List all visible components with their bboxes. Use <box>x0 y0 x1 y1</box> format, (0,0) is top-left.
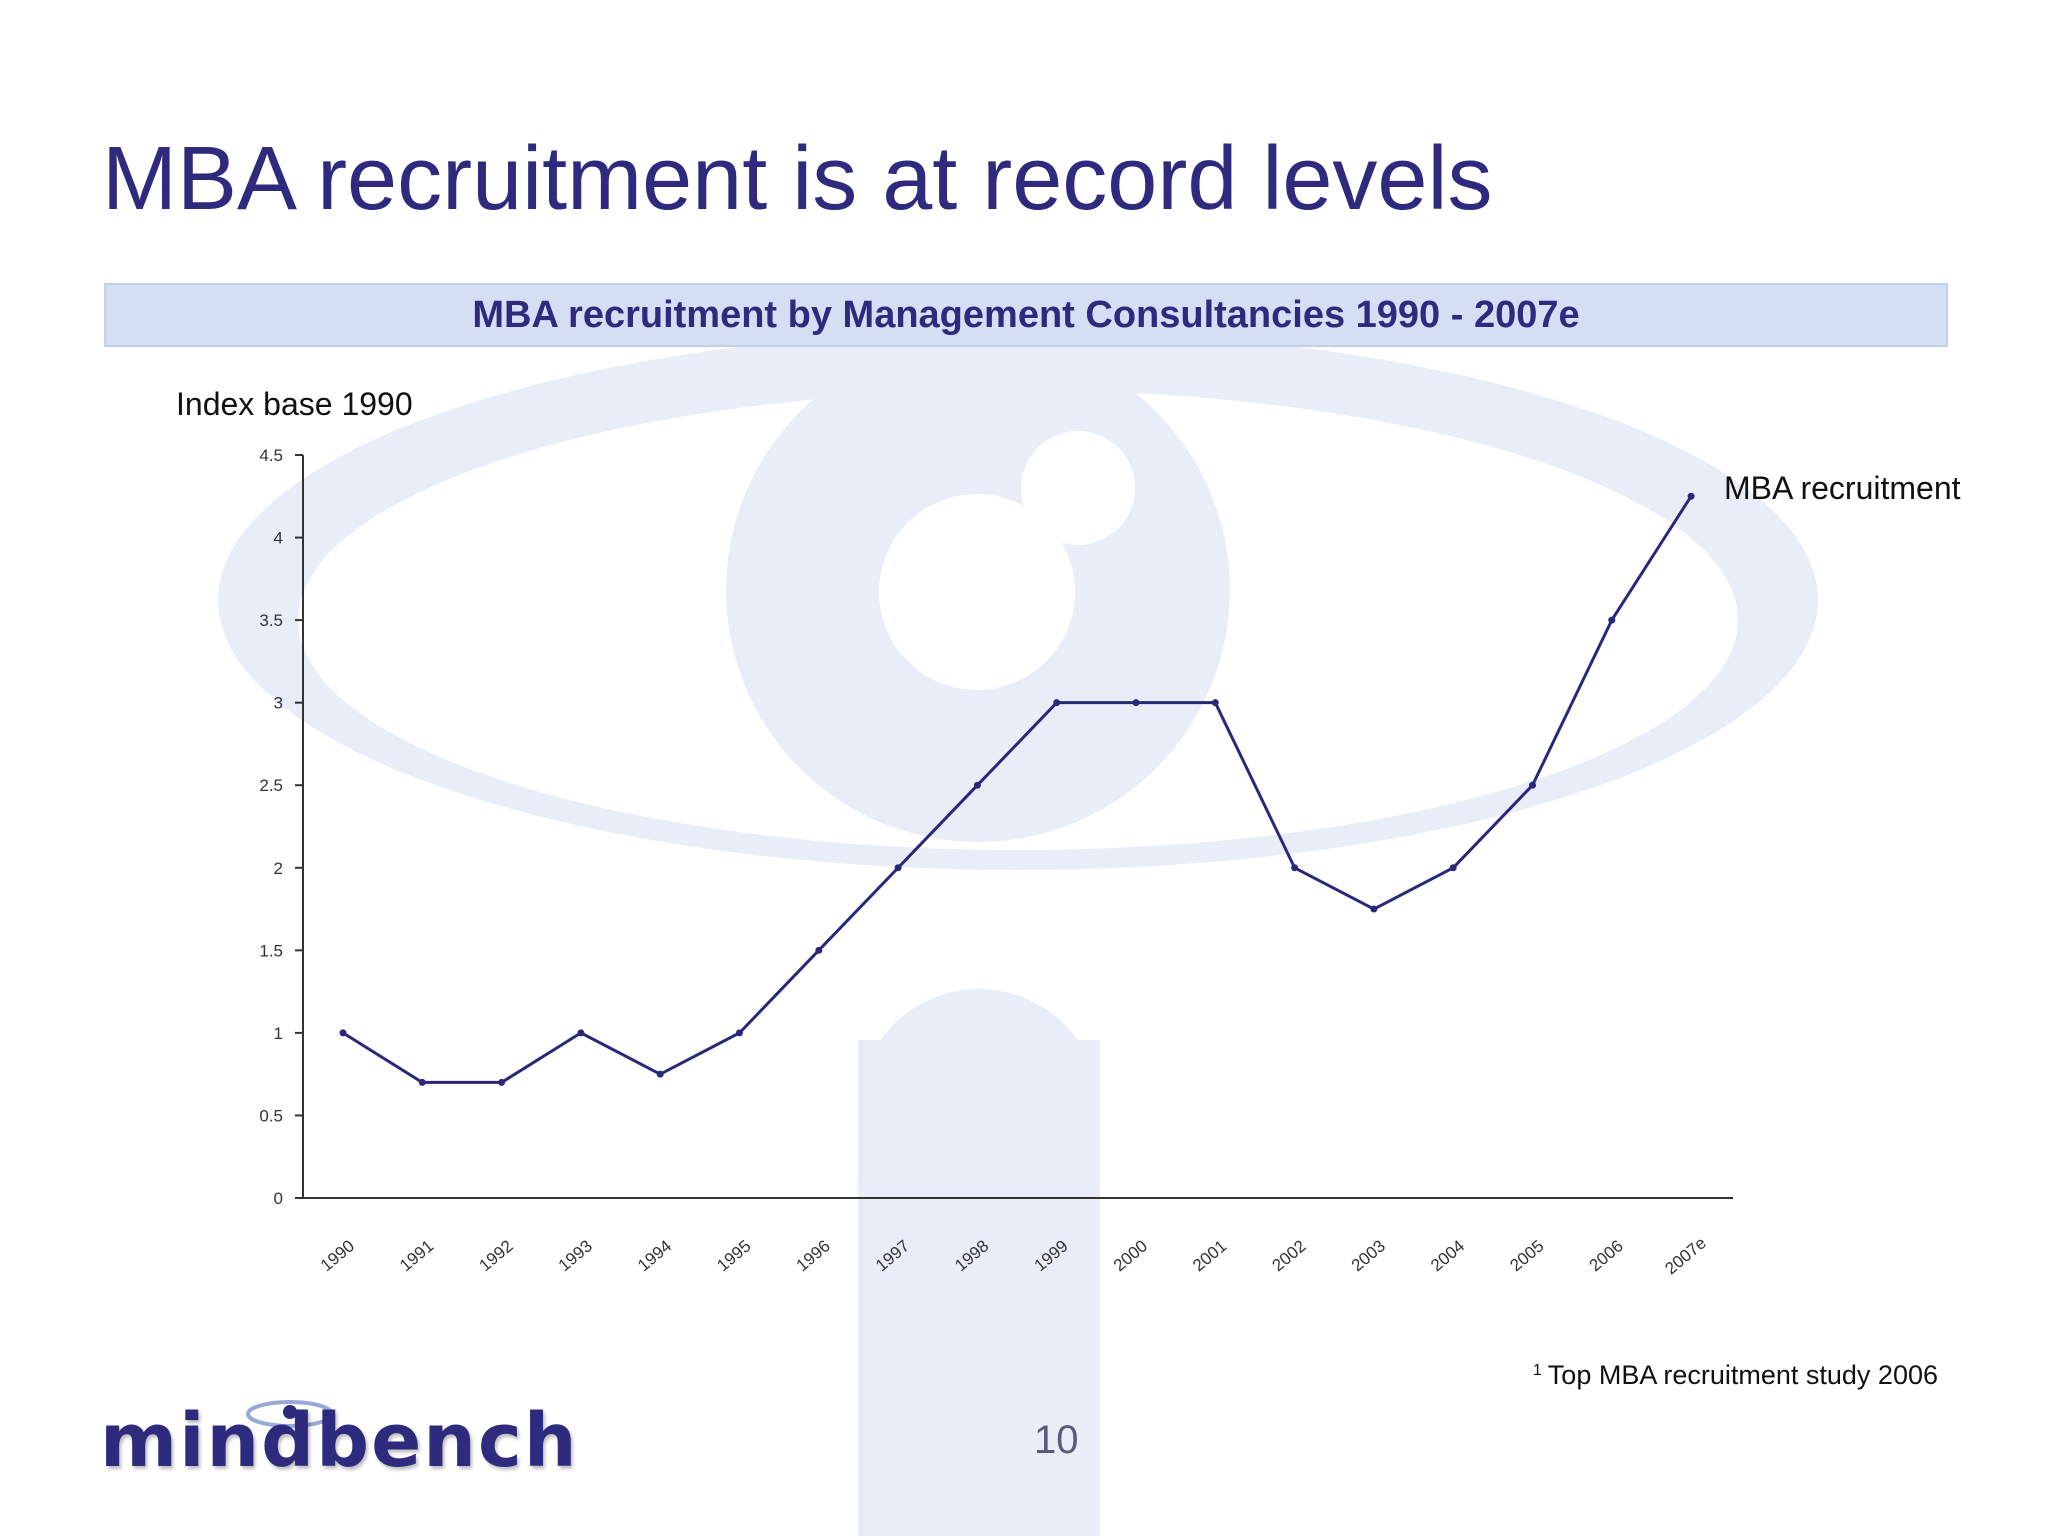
series-label-mba-recruitment: MBA recruitment <box>1724 470 1961 506</box>
x-tick-label: 2002 <box>1268 1236 1309 1275</box>
data-point <box>815 946 823 954</box>
data-point <box>498 1078 506 1086</box>
x-tick-label: 2006 <box>1586 1236 1627 1275</box>
data-point <box>736 1029 743 1037</box>
x-tick-label: 1994 <box>634 1236 675 1275</box>
slide-title: MBA recruitment is at record levels <box>102 129 1493 229</box>
y-tick-label: 0 <box>274 1189 283 1208</box>
x-tick-label: 1996 <box>793 1236 834 1275</box>
data-point <box>973 781 981 789</box>
y-tick-label: 2 <box>274 859 283 878</box>
y-axis-label: Index base 1990 <box>176 386 413 422</box>
y-tick-label: 3.5 <box>259 611 283 630</box>
chart-title: MBA recruitment by Management Consultanc… <box>472 293 1580 336</box>
y-axis-ticks: 0 0.5 1 1.5 2 2.5 3 3.5 4 4.5 <box>259 446 303 1208</box>
x-tick-label: 1993 <box>555 1236 596 1275</box>
x-tick-label: 2000 <box>1110 1236 1151 1275</box>
chart-title-banner: MBA recruitment by Management Consultanc… <box>104 283 1948 347</box>
x-axis-ticks: 1990 1991 1992 1993 1994 1995 1996 1997 1998 1999… <box>317 1233 1710 1278</box>
data-point <box>1291 864 1299 872</box>
data-point <box>1211 699 1219 707</box>
y-tick-label: 4 <box>274 529 283 548</box>
data-point <box>1053 699 1061 707</box>
data-point <box>894 864 902 872</box>
chart-series <box>339 492 1695 1086</box>
x-tick-label: 1990 <box>317 1236 358 1275</box>
y-tick-label: 1 <box>274 1024 283 1043</box>
footnote-marker: 1 <box>1532 1362 1542 1379</box>
y-tick-label: 3 <box>274 694 283 713</box>
x-tick-label: 2005 <box>1506 1236 1547 1275</box>
y-tick-label: 2.5 <box>259 776 283 795</box>
x-tick-label: 2004 <box>1427 1236 1468 1275</box>
footnote: 1 Top MBA recruitment study 2006 <box>1533 1360 1938 1391</box>
series-line <box>342 495 1693 1084</box>
x-tick-label: 1999 <box>1031 1236 1072 1275</box>
x-tick-label: 1995 <box>713 1236 754 1275</box>
x-tick-label: 2001 <box>1189 1236 1230 1275</box>
y-tick-label: 1.5 <box>259 941 283 960</box>
data-point <box>339 1029 347 1037</box>
logo-text: mindbench <box>100 1398 579 1484</box>
page-number: 10 <box>1034 1418 1079 1462</box>
logo-eye-icon <box>246 1400 334 1428</box>
y-tick-label: 0.5 <box>259 1106 283 1125</box>
data-point <box>656 1070 664 1078</box>
data-point <box>1132 699 1140 707</box>
mindbench-logo: mindbench <box>100 1398 600 1484</box>
data-point <box>1370 905 1378 913</box>
footnote-text: Top MBA recruitment study 2006 <box>1547 1360 1938 1390</box>
chart-axes <box>302 455 1733 1199</box>
x-tick-label: 1998 <box>951 1236 992 1275</box>
data-point <box>1608 616 1616 624</box>
x-tick-label: 2007e <box>1661 1233 1709 1278</box>
x-tick-label: 1991 <box>396 1236 437 1275</box>
data-point <box>1687 492 1695 500</box>
x-tick-label: 2003 <box>1348 1236 1389 1275</box>
data-point <box>418 1078 426 1086</box>
data-point <box>1449 864 1457 872</box>
x-tick-label: 1992 <box>475 1236 516 1275</box>
y-tick-label: 4.5 <box>259 446 283 465</box>
data-point <box>577 1029 585 1037</box>
x-tick-label: 1997 <box>872 1236 913 1275</box>
data-point <box>1529 781 1536 789</box>
